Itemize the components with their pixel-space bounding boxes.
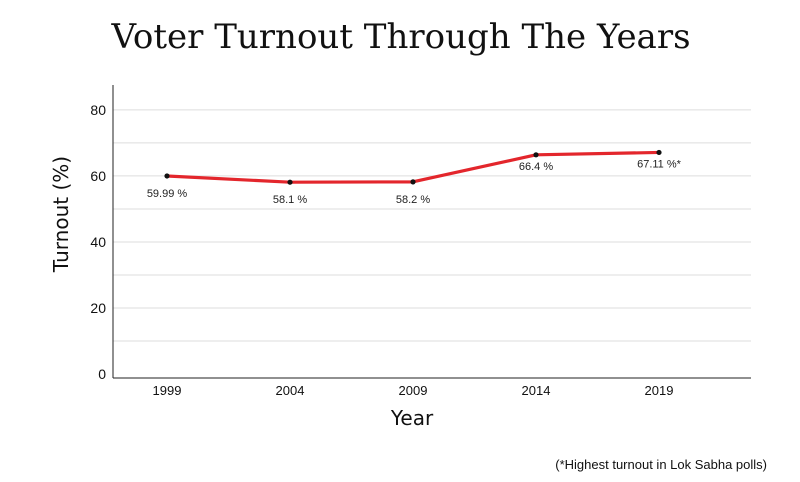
series-group: 59.99 % 58.1 % 58.2 % 66.4 % 67.11 %* — [147, 149, 682, 206]
data-point — [656, 149, 662, 156]
series-line — [165, 150, 661, 184]
y-tick-label: 80 — [90, 102, 106, 118]
x-tick-labels: 1999 2004 2009 2014 2019 — [153, 383, 674, 398]
data-point — [164, 173, 170, 179]
data-label: 59.99 % — [147, 188, 188, 200]
data-point — [533, 152, 539, 158]
data-point — [287, 179, 293, 185]
x-tick-label: 1999 — [153, 383, 182, 398]
x-tick-label: 2009 — [399, 383, 428, 398]
chart-title: Voter Turnout Through The Years — [110, 17, 690, 57]
data-label: 66.4 % — [519, 161, 553, 173]
data-point — [410, 179, 416, 185]
data-label: 67.11 %* — [637, 158, 682, 170]
y-tick-label: 40 — [90, 234, 106, 250]
y-axis-title: Turnout (%) — [49, 156, 73, 273]
footnote: (*Highest turnout in Lok Sabha polls) — [555, 457, 767, 472]
y-tick-label: 20 — [90, 300, 106, 316]
y-tick-label: 0 — [98, 366, 106, 382]
x-tick-label: 2004 — [276, 383, 305, 398]
gridlines — [113, 109, 751, 342]
x-tick-label: 2014 — [522, 383, 551, 398]
y-tick-label: 60 — [90, 168, 106, 184]
x-axis-title: Year — [390, 406, 434, 430]
x-tick-label: 2019 — [645, 383, 674, 398]
data-label: 58.2 % — [396, 194, 430, 206]
y-tick-labels: 0 20 40 60 80 — [90, 102, 106, 382]
data-label: 58.1 % — [273, 194, 307, 206]
